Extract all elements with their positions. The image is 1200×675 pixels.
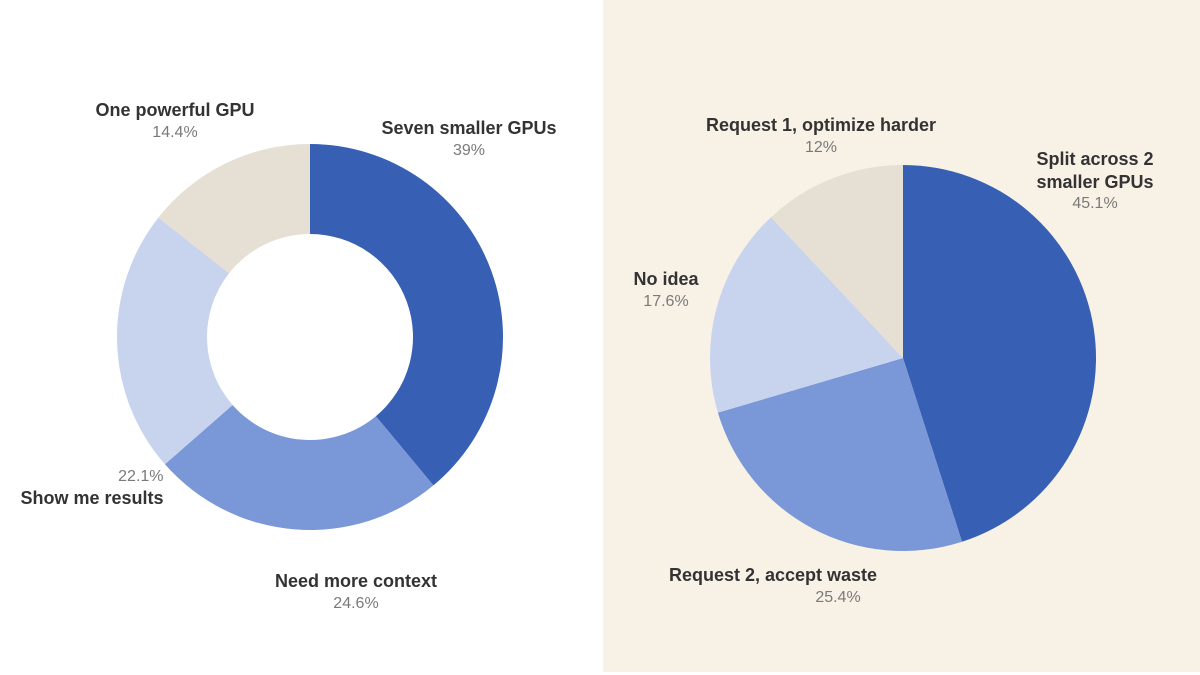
slice-request-2-accept-waste xyxy=(717,358,963,551)
right-pie-chart xyxy=(709,165,1096,551)
left-donut-chart xyxy=(117,144,503,530)
label-show-me-results: 22.1% Show me results xyxy=(20,466,163,510)
slice-percent: 24.6% xyxy=(333,594,379,612)
slice-need-more-context xyxy=(164,404,434,530)
slice-name: One powerful GPU xyxy=(95,100,255,120)
label-one-powerful-gpu: One powerful GPU 14.4% xyxy=(95,99,254,143)
slice-name: Need more context xyxy=(274,571,438,591)
label-request-1-optimize-harder: Request 1, optimize harder 12% xyxy=(706,114,936,158)
slice-percent: 22.1% xyxy=(118,468,164,485)
slice-split-across-2-smaller-gpus xyxy=(903,165,1096,542)
slice-no-idea xyxy=(709,217,903,413)
slice-percent: 45.1% xyxy=(1072,195,1118,212)
label-split-across-2-smaller-gpus: Split across 2 smaller GPUs 45.1% xyxy=(1036,148,1153,214)
slice-percent: 17.6% xyxy=(643,292,689,310)
slice-percent: 25.4% xyxy=(815,588,861,606)
slice-show-me-results xyxy=(117,217,233,465)
label-request-2-accept-waste: Request 2, accept waste 25.4% xyxy=(669,564,877,608)
slice-name-line2: smaller GPUs xyxy=(1036,171,1154,192)
label-no-idea: No idea 17.6% xyxy=(633,268,698,312)
slice-percent: 39% xyxy=(452,141,486,159)
slice-name: Seven smaller GPUs xyxy=(381,118,557,138)
slice-name: Show me results xyxy=(20,488,164,508)
label-need-more-context: Need more context 24.6% xyxy=(275,570,437,614)
slice-name: No idea xyxy=(633,269,699,289)
slice-name: Request 1, optimize harder xyxy=(705,115,937,135)
slice-name-line1: Split across 2 xyxy=(1036,149,1154,169)
slice-name: Request 2, accept waste xyxy=(668,565,878,585)
slice-percent: 12% xyxy=(804,138,838,156)
slice-one-powerful-gpu xyxy=(158,144,310,274)
slice-seven-smaller-gpus xyxy=(310,144,503,486)
label-seven-smaller-gpus: Seven smaller GPUs 39% xyxy=(381,117,556,161)
slice-percent: 14.4% xyxy=(152,123,198,141)
slice-request-1-optimize-harder xyxy=(770,165,903,358)
